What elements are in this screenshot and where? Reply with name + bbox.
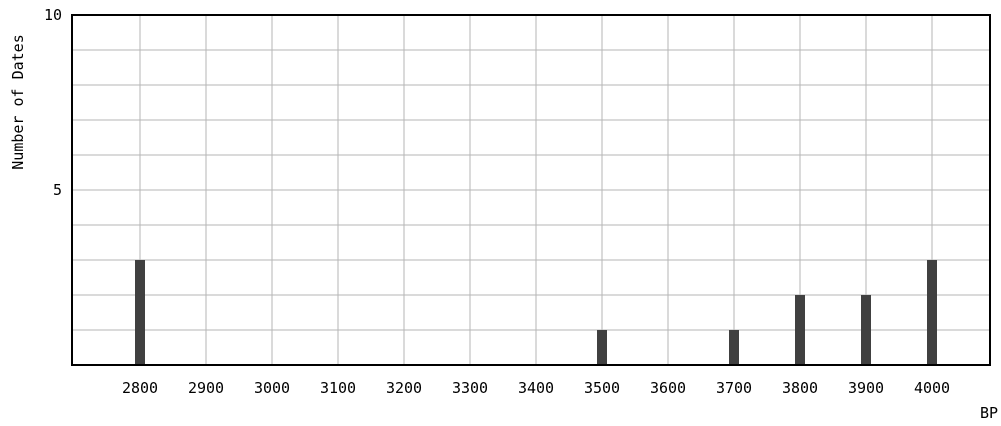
bar-3500 [597, 330, 607, 365]
x-tick-label: 2900 [188, 379, 224, 397]
x-tick-label: 3400 [518, 379, 554, 397]
x-tick-label: 3200 [386, 379, 422, 397]
y-axis-title: Number of Dates [9, 34, 27, 169]
x-tick-label: 3100 [320, 379, 356, 397]
x-tick-label: 3600 [650, 379, 686, 397]
x-tick-label: 3900 [848, 379, 884, 397]
x-tick-label: 3300 [452, 379, 488, 397]
bar-4000 [927, 260, 937, 365]
x-tick-label: 2800 [122, 379, 158, 397]
x-tick-label: 3800 [782, 379, 818, 397]
y-tick-label: 5 [53, 181, 62, 199]
bars [135, 260, 937, 365]
x-tick-labels: 2800 2900 3000 3100 3200 3300 3400 3500 3600 3700… [122, 379, 950, 397]
bar-2800 [135, 260, 145, 365]
x-tick-label: 3700 [716, 379, 752, 397]
bar-3800 [795, 295, 805, 365]
bar-3900 [861, 295, 871, 365]
plot-frame [71, 14, 991, 366]
x-tick-label: 3500 [584, 379, 620, 397]
x-tick-label: 3000 [254, 379, 290, 397]
y-tick-label: 10 [44, 6, 62, 24]
grid-lines [72, 15, 990, 365]
x-axis-title: BP [980, 404, 998, 422]
bar-3700 [729, 330, 739, 365]
y-tick-labels: 5 10 [44, 6, 62, 199]
x-tick-label: 4000 [914, 379, 950, 397]
